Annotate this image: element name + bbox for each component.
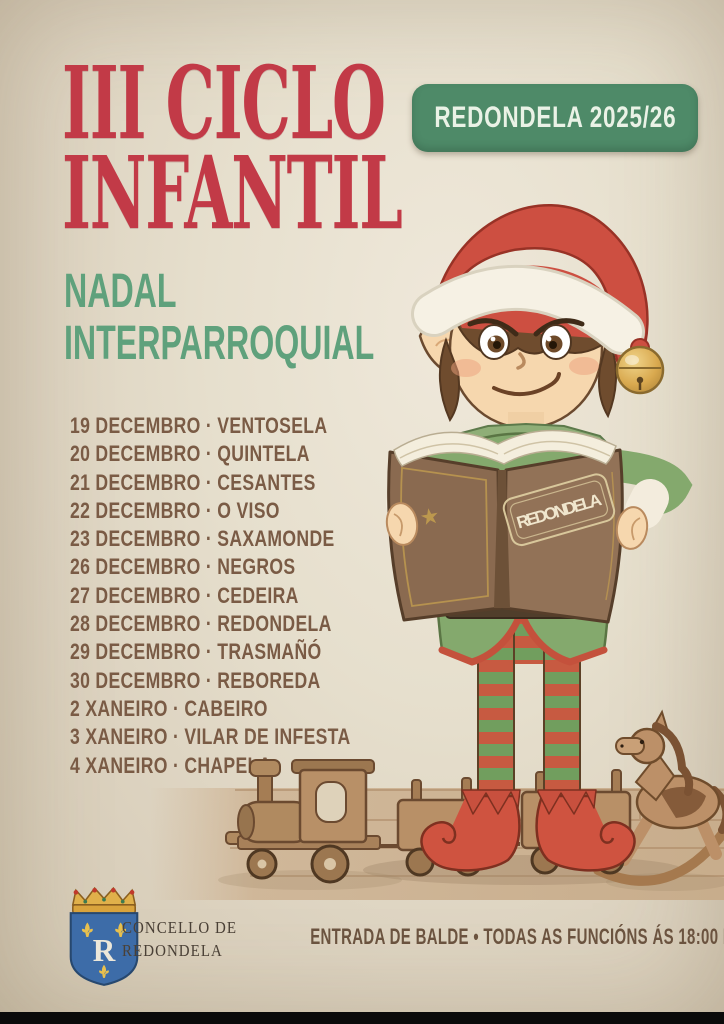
elf-character: ★ REDONDELA [385,204,693,872]
subtitle-line2: INTERPARROQUIAL [64,317,375,370]
season-badge: REDONDELA 2025/26 [412,84,698,152]
subtitle: NADAL INTERPARROQUIAL [64,266,374,370]
admission-info: ENTRADA DE BALDE • TODAS AS FUNCIÓNS ÁS … [310,924,724,949]
bottom-border [0,1012,724,1024]
subtitle-line1: NADAL [64,265,177,318]
elf-boots [420,789,636,872]
schedule-item: 19 DECEMBRO · VENTOSELA [70,413,328,438]
schedule-item: 23 DECEMBRO · SAXAMONDE [70,526,335,552]
schedule-item: 28 DECEMBRO · REDONDELA [70,611,332,637]
schedule-item: 29 DECEMBRO · TRASMAÑÓ [70,639,322,665]
book-star-icon: ★ [418,503,442,531]
title-line1: III CICLO [62,44,386,162]
schedule-item: 20 DECEMBRO · QUINTELA [70,441,310,467]
elf-face-features [451,318,599,396]
season-badge-label: REDONDELA 2025/26 [434,101,677,134]
title-line2: INFANTIL [62,134,403,252]
schedule-item: 30 DECEMBRO · REBOREDA [70,667,321,693]
bell-icon [615,345,665,395]
schedule-item: 4 XANEIRO · CHAPELA [70,752,272,778]
schedule-item: 22 DECEMBRO · O VISO [70,497,280,523]
organizer-line2: REDONDELA [122,941,223,960]
organizer-name: CONCELLO DE REDONDELA [122,916,237,962]
rocking-horse-icon [593,709,724,886]
schedule-item: 3 XANEIRO · VILAR DE INFESTA [70,724,351,750]
schedule-item: 2 XANEIRO · CABEIRO [70,695,268,721]
elf-illustration: ★ REDONDELA [150,204,724,900]
storybook: ★ REDONDELA [387,429,624,624]
organizer-line1: CONCELLO DE [122,918,238,937]
schedule-item: 27 DECEMBRO · CEDEIRA [70,582,299,608]
coat-of-arms-icon: R [69,886,139,986]
schedule-item: 26 DECEMBRO · NEGROS [70,554,296,580]
page-title: III CICLO INFANTIL [62,44,403,252]
elf-hands [385,502,649,550]
coat-of-arms-initial: R [93,933,116,968]
schedule-item: 21 DECEMBRO · CESANTES [70,469,316,495]
schedule-list: 19 DECEMBRO · VENTOSELA 20 DECEMBRO · QU… [70,412,350,780]
